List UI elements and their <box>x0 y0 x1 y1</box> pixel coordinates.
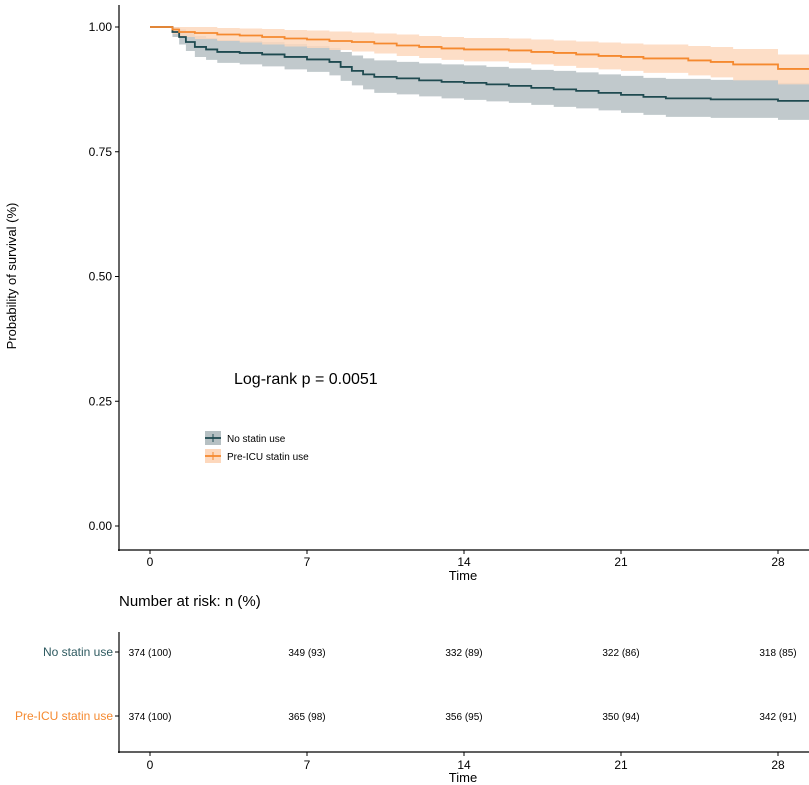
risk-cell: 374 (100) <box>129 648 172 659</box>
risk-x-tick-label: 28 <box>771 758 785 772</box>
y-tick-label: 0.00 <box>89 519 113 533</box>
risk-cell: 349 (93) <box>288 648 325 659</box>
risk-x-tick-label: 14 <box>457 758 471 772</box>
risk-cell: 332 (89) <box>445 648 482 659</box>
risk-x-tick-label: 7 <box>304 758 311 772</box>
risk-cell: 322 (86) <box>602 648 639 659</box>
confidence-band <box>150 27 809 85</box>
y-tick-label: 0.50 <box>89 270 113 284</box>
y-tick-label: 0.75 <box>89 145 113 159</box>
x-tick-label: 7 <box>304 555 311 569</box>
survival-curve <box>150 26 809 102</box>
x-tick-label: 21 <box>614 555 628 569</box>
y-tick-label: 0.25 <box>89 394 113 408</box>
risk-cell: 356 (95) <box>445 712 482 723</box>
risk-cell: 365 (98) <box>288 712 325 723</box>
risk-cell: 318 (85) <box>759 648 796 659</box>
x-tick-label: 14 <box>457 555 471 569</box>
risk-table-title: Number at risk: n (%) <box>119 593 261 610</box>
legend-label: No statin use <box>227 434 286 445</box>
risk-cell: 350 (94) <box>602 712 639 723</box>
risk-x-axis-label: Time <box>449 770 477 785</box>
logrank-annotation: Log-rank p = 0.0051 <box>234 371 378 388</box>
x-tick-label: 28 <box>771 555 785 569</box>
survival-curve <box>150 26 809 70</box>
risk-cell: 374 (100) <box>129 712 172 723</box>
x-axis-label: Time <box>449 568 477 583</box>
risk-x-tick-label: 0 <box>147 758 154 772</box>
legend-label: Pre-ICU statin use <box>227 452 309 463</box>
risk-row-label: No statin use <box>43 645 113 659</box>
risk-x-tick-label: 21 <box>614 758 628 772</box>
y-tick-label: 1.00 <box>89 20 113 34</box>
y-axis-label: Probability of survival (%) <box>4 203 19 350</box>
risk-cell: 342 (91) <box>759 712 796 723</box>
risk-row-label: Pre-ICU statin use <box>15 709 113 723</box>
x-tick-label: 0 <box>147 555 154 569</box>
